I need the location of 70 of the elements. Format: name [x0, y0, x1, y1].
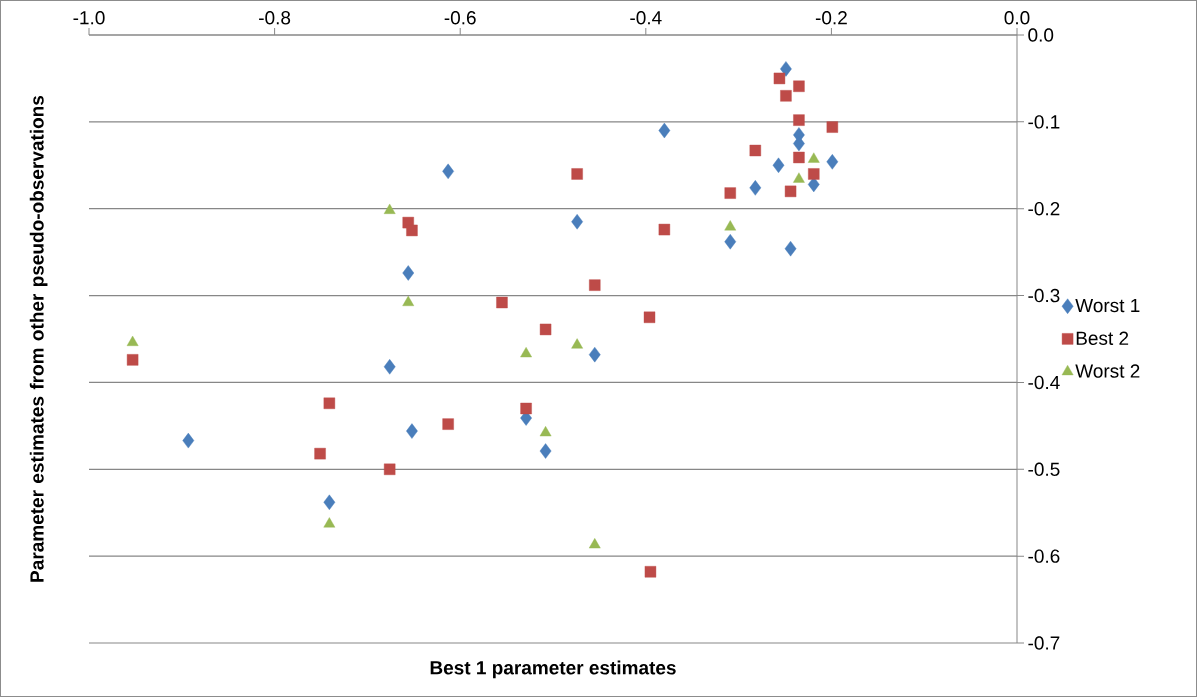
point [773, 72, 786, 85]
y-tick-label: -0.7 [1028, 636, 1060, 650]
x-tick-label: -0.8 [259, 11, 291, 25]
y-axis-title: Parameter estimates from other pseudo-observations [29, 95, 48, 582]
legend-label: Best 2 [1076, 331, 1129, 345]
point [496, 296, 508, 309]
y-tick-label: -0.6 [1028, 549, 1060, 563]
point [126, 354, 139, 366]
point [793, 80, 805, 92]
point [402, 265, 415, 281]
x-tick-label: -0.2 [815, 11, 847, 25]
point [539, 426, 552, 437]
point [323, 494, 336, 510]
point [807, 152, 820, 163]
point [539, 323, 552, 336]
x-tick-label: -1.0 [73, 11, 105, 25]
point [724, 187, 736, 199]
y-tick-label: -0.1 [1028, 115, 1060, 129]
point [658, 223, 671, 236]
point [826, 121, 839, 133]
point [772, 157, 785, 173]
point [406, 224, 418, 237]
point [780, 61, 792, 77]
point [793, 151, 805, 164]
point [323, 517, 336, 528]
point [182, 432, 195, 449]
y-tick-label: 0.0 [1028, 28, 1054, 42]
y-tick-label: -0.5 [1028, 462, 1060, 477]
point [571, 168, 583, 180]
point [784, 185, 797, 198]
legend-label: Worst 2 [1075, 364, 1140, 378]
point [724, 234, 737, 250]
point [571, 338, 583, 349]
x-tick-label: 0.0 [1004, 11, 1030, 25]
point [724, 220, 737, 231]
point [383, 203, 396, 214]
point [383, 463, 396, 475]
legend-label: Worst 1 [1075, 298, 1140, 313]
point [539, 443, 552, 459]
point [644, 566, 657, 578]
point [658, 122, 671, 139]
point [383, 359, 396, 375]
x-axis-title: Best 1 parameter estimates [430, 660, 676, 679]
point [323, 397, 336, 409]
point [588, 538, 601, 549]
point [793, 172, 805, 183]
point [589, 279, 601, 291]
point [749, 144, 762, 157]
point [780, 90, 792, 102]
point [402, 295, 415, 306]
point [826, 154, 839, 170]
point [588, 346, 601, 363]
point [784, 240, 797, 257]
x-tick-label: -0.4 [630, 11, 662, 25]
point [793, 114, 805, 126]
point [126, 335, 139, 346]
point [520, 347, 532, 358]
y-tick-label: -0.4 [1028, 375, 1060, 390]
point [442, 163, 454, 180]
y-tick-label: -0.2 [1028, 201, 1060, 216]
point [749, 180, 762, 196]
point [314, 447, 326, 460]
x-tick-label: -0.6 [444, 11, 476, 25]
y-tick-label: -0.3 [1028, 288, 1060, 303]
point [643, 311, 656, 323]
point [406, 423, 418, 439]
point [442, 418, 454, 430]
point [520, 402, 532, 415]
point [571, 214, 583, 230]
point [808, 168, 820, 180]
